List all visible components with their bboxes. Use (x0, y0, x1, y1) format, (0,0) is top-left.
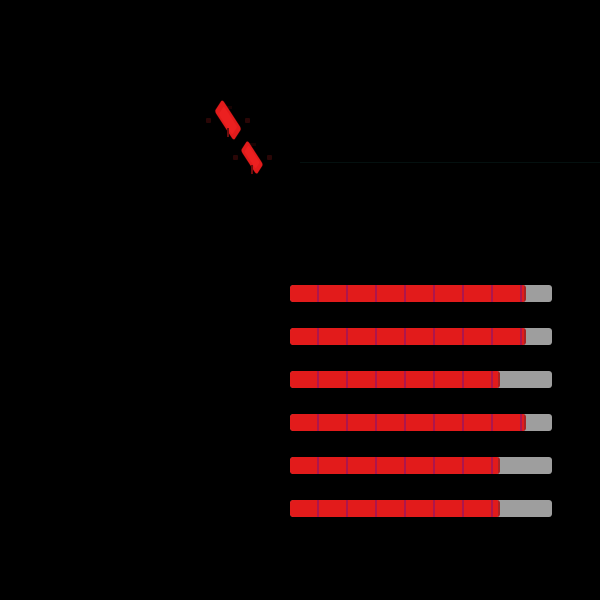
secondary-diamond-stem (251, 165, 253, 174)
primary-diamond-left-nub (206, 118, 211, 123)
progress-bar-row[interactable] (290, 414, 552, 431)
progress-bar-fill-edge (523, 328, 526, 345)
progress-bar-row[interactable] (290, 457, 552, 474)
progress-bar-fill (290, 457, 500, 474)
secondary-diamond-right-nub (267, 155, 272, 160)
progress-bar-ticks (290, 457, 500, 474)
progress-bar-fill (290, 500, 500, 517)
secondary-diamond-cap (248, 143, 256, 146)
progress-bar-ticks (290, 371, 500, 388)
progress-bar-fill-edge (523, 285, 526, 302)
progress-bar-fill (290, 371, 500, 388)
progress-bar-fill-edge (497, 500, 500, 517)
progress-bar-fill (290, 414, 526, 431)
progress-bar-fill (290, 285, 526, 302)
progress-bar-fill-edge (497, 371, 500, 388)
progress-bar-ticks (290, 500, 500, 517)
progress-bar-row[interactable] (290, 285, 552, 302)
progress-bar-ticks (290, 328, 526, 345)
faint-divider (300, 162, 600, 163)
progress-bar-stack (290, 285, 552, 517)
progress-bar-ticks (290, 414, 526, 431)
primary-diamond-right-nub (245, 118, 250, 123)
secondary-diamond-left-nub (233, 155, 238, 160)
progress-bar-row[interactable] (290, 500, 552, 517)
progress-bar-fill-edge (497, 457, 500, 474)
progress-bar-row[interactable] (290, 328, 552, 345)
progress-bar-fill (290, 328, 526, 345)
primary-diamond-stem (227, 128, 229, 137)
progress-bar-fill-edge (523, 414, 526, 431)
progress-bar-row[interactable] (290, 371, 552, 388)
progress-bar-ticks (290, 285, 526, 302)
